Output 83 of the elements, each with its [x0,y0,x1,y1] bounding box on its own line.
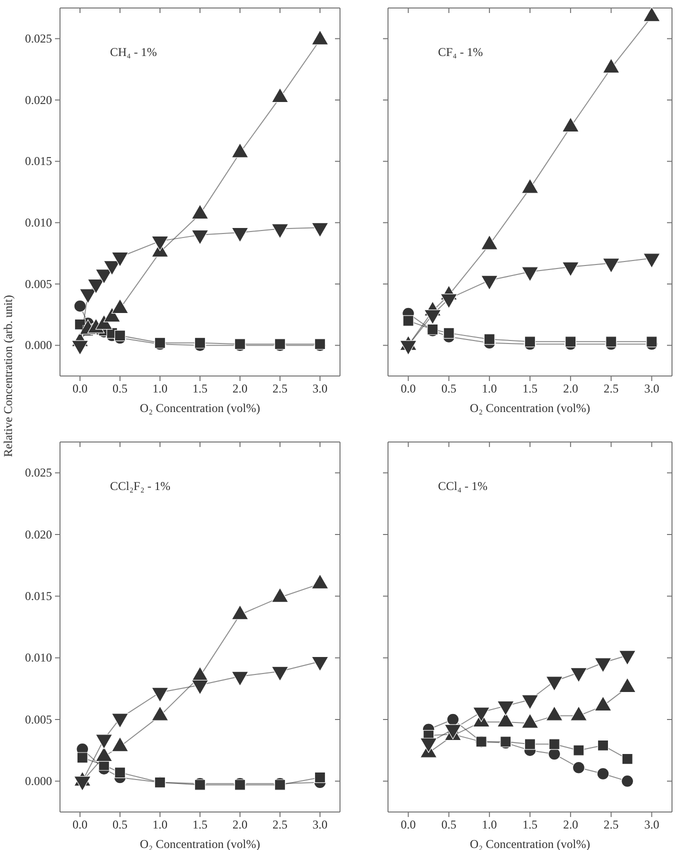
x-tick-label: 2.0 [232,818,248,832]
x-tick-label: 2.5 [272,382,288,396]
x-tick-label: 2.5 [604,818,619,832]
y-tick-label: 0.000 [25,338,52,352]
x-tick-label: 1.0 [152,382,168,396]
x-tick-label: 3.0 [644,818,660,832]
x-tick-label: 2.5 [604,382,619,396]
y-tick-label: 0.005 [25,276,52,291]
x-tick-label: 2.0 [563,818,578,832]
x-tick-label: 3.0 [312,382,328,396]
point [597,740,609,751]
x-tick-label: 0.5 [441,818,456,832]
annotation: CF₄ - 1% [438,45,483,59]
x-tick-label: 0.0 [400,382,416,396]
x-axis-title: O₂ Concentration (vol%) [470,401,590,415]
point [271,587,289,603]
point [472,706,490,722]
point [622,753,633,765]
x-tick-label: 3.0 [644,382,660,396]
x-tick-label: 2.0 [563,382,578,396]
point [572,761,585,774]
y-tick-label: 0.025 [25,466,52,480]
y-tick-label: 0.020 [25,92,52,107]
y-tick-label: 0.025 [25,32,52,46]
point [618,650,636,666]
point [548,738,560,750]
point [154,776,166,788]
point [402,315,414,326]
x-tick-label: 0.5 [112,818,128,832]
point [643,6,660,22]
point [114,766,126,778]
point [476,736,487,748]
annotation: CCl₄ - 1% [438,479,488,493]
point [562,117,580,132]
point [314,772,326,784]
y-tick-label: 0.015 [25,154,52,168]
y-tick-label: 0.020 [25,527,52,542]
point [565,336,576,348]
x-tick-label: 3.0 [312,818,328,832]
point [443,328,454,339]
x-tick-label: 0.0 [72,818,88,832]
point [606,336,617,348]
annotation: CCl₂F₂ - 1% [110,479,170,493]
x-tick-label: 1.0 [152,818,168,832]
x-tick-label: 1.0 [482,818,497,832]
y-tick-label: 0.010 [25,216,52,230]
point [76,752,88,764]
x-tick-label: 0.0 [400,818,416,832]
point [446,713,460,726]
point [548,748,561,760]
point [524,336,536,348]
x-axis-title: O₂ Concentration (vol%) [140,401,260,415]
point [497,700,514,716]
x-tick-label: 1.0 [482,382,497,396]
point [521,178,539,194]
y-tick-label: 0.005 [25,712,52,726]
x-tick-label: 1.5 [192,382,208,396]
point [311,574,329,589]
x-tick-label: 1.5 [522,818,538,832]
x-tick-label: 1.5 [522,382,538,396]
point [596,768,610,780]
point [231,604,249,620]
point [570,668,588,683]
x-tick-label: 0.0 [72,382,88,396]
annotation: CH₄ - 1% [110,45,157,59]
point [621,774,634,788]
point [594,658,612,673]
y-axis-title: Relative Concentration (arb. unit) [1,295,15,457]
point [524,738,536,750]
x-tick-label: 0.5 [441,382,456,396]
point [521,694,539,710]
y-tick-label: 0.015 [25,589,52,604]
x-tick-label: 1.5 [192,818,208,832]
x-tick-label: 0.5 [112,382,128,396]
x-tick-label: 2.5 [272,818,288,832]
point [646,336,658,348]
y-tick-label: 0.010 [25,650,52,665]
x-tick-label: 2.0 [232,382,248,396]
point [602,58,620,74]
y-tick-label: 0.000 [25,774,52,788]
point [573,744,584,756]
point [484,334,495,345]
point [546,676,563,692]
